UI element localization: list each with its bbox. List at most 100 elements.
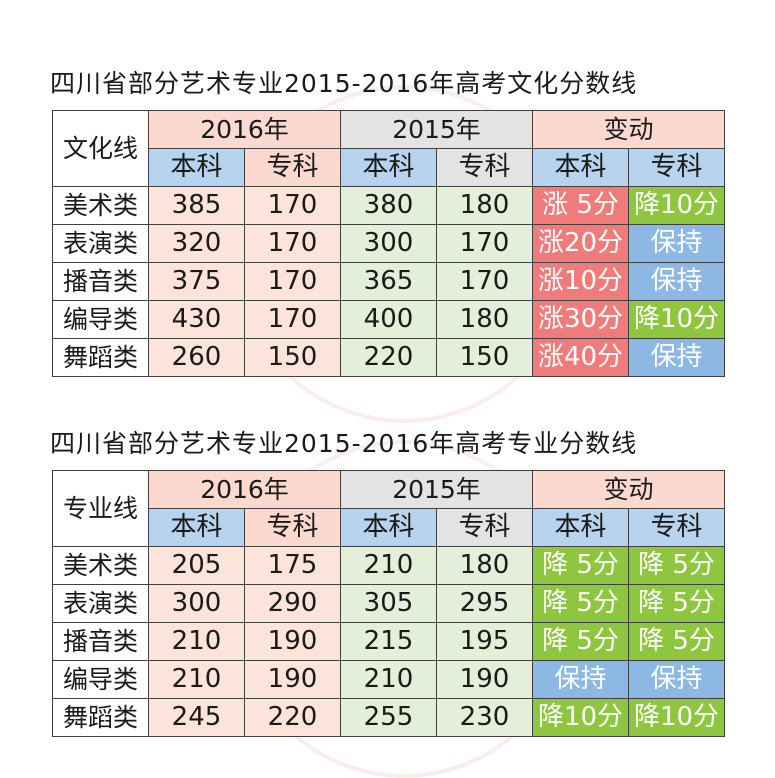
score-2016-junior: 220 [244, 698, 341, 737]
row-category-label: 美术类 [52, 546, 149, 585]
score-2016-bachelor: 245 [148, 698, 245, 737]
score-2016-junior: 150 [244, 338, 341, 377]
score-2015-junior: 180 [436, 546, 533, 585]
change-junior: 保持 [628, 338, 725, 377]
subheader: 专科 [628, 508, 725, 547]
change-junior: 保持 [628, 224, 725, 263]
score-2016-bachelor: 205 [148, 546, 245, 585]
score-2015-bachelor: 365 [340, 262, 437, 301]
score-2015-bachelor: 210 [340, 660, 437, 699]
score-2016-junior: 190 [244, 622, 341, 661]
table-title-major: 四川省部分艺术专业2015-2016年高考专业分数线 [50, 429, 638, 458]
subheader: 专科 [436, 148, 533, 187]
change-junior: 降10分 [628, 186, 725, 225]
group-header-change: 变动 [532, 110, 725, 149]
subheader: 本科 [532, 148, 629, 187]
culture-score-table: 文化线 2016年 2015年 变动 本科 专科 本科 专科 本科 专科 美术类 385 170 380 1… [52, 110, 725, 377]
row-category-label: 播音类 [52, 262, 149, 301]
score-2016-junior: 170 [244, 262, 341, 301]
table-row: 表演类 300 290 305 295 降 5分降 5分 [52, 584, 725, 623]
row-category-label: 舞蹈类 [52, 338, 149, 377]
score-2015-bachelor: 400 [340, 300, 437, 339]
subheader: 本科 [340, 508, 437, 547]
score-2016-bachelor: 260 [148, 338, 245, 377]
score-2016-bachelor: 210 [148, 622, 245, 661]
score-2015-junior: 295 [436, 584, 533, 623]
score-2016-junior: 170 [244, 300, 341, 339]
change-junior: 降 5分 [628, 546, 725, 585]
change-junior: 保持 [628, 262, 725, 301]
row-category-label: 编导类 [52, 300, 149, 339]
subheader: 专科 [628, 148, 725, 187]
score-2016-bachelor: 320 [148, 224, 245, 263]
score-2015-junior: 170 [436, 262, 533, 301]
score-2016-bachelor: 375 [148, 262, 245, 301]
change-junior: 降 5分 [628, 584, 725, 623]
score-2016-junior: 175 [244, 546, 341, 585]
row-category-label: 舞蹈类 [52, 698, 149, 737]
change-bachelor: 降10分 [532, 698, 629, 737]
table-row: 编导类 210 190 210 190 保持 保持 [52, 660, 725, 699]
score-2015-junior: 170 [436, 224, 533, 263]
score-2016-junior: 170 [244, 186, 341, 225]
group-header-2015: 2015年 [340, 470, 533, 509]
row-category-label: 表演类 [52, 584, 149, 623]
subheader: 专科 [244, 508, 341, 547]
change-bachelor: 降 5分 [532, 584, 629, 623]
change-junior: 降10分 [628, 698, 725, 737]
subheader: 本科 [148, 508, 245, 547]
score-2015-junior: 180 [436, 186, 533, 225]
table-row: 舞蹈类 245 220 255 230 降10分 降10分 [52, 698, 725, 737]
change-bachelor: 降 5分 [532, 622, 629, 661]
row-category-label: 播音类 [52, 622, 149, 661]
subheader: 专科 [244, 148, 341, 187]
change-bachelor: 保持 [532, 660, 629, 699]
subheader: 专科 [436, 508, 533, 547]
change-junior: 保持 [628, 660, 725, 699]
row-category-label: 美术类 [52, 186, 149, 225]
table-row: 美术类 205 175 210 180 降 5分降 5分 [52, 546, 725, 585]
table-title-culture: 四川省部分艺术专业2015-2016年高考文化分数线 [50, 69, 638, 98]
score-2015-junior: 180 [436, 300, 533, 339]
change-bachelor: 降 5分 [532, 546, 629, 585]
change-bachelor: 涨30分 [532, 300, 629, 339]
score-2016-bachelor: 300 [148, 584, 245, 623]
table-row: 播音类 210 190 215 195 降 5分降 5分 [52, 622, 725, 661]
score-2015-bachelor: 215 [340, 622, 437, 661]
score-2015-junior: 230 [436, 698, 533, 737]
score-2016-bachelor: 430 [148, 300, 245, 339]
group-header-2016: 2016年 [148, 110, 341, 149]
score-2015-junior: 150 [436, 338, 533, 377]
change-bachelor: 涨 5分 [532, 186, 629, 225]
table-row: 表演类 320 170 300 170 涨20分 保持 [52, 224, 725, 263]
table-row: 美术类 385 170 380 180 涨 5分 降10分 [52, 186, 725, 225]
table-row: 播音类 375 170 365 170 涨10分 保持 [52, 262, 725, 301]
score-2015-bachelor: 210 [340, 546, 437, 585]
change-junior: 降 5分 [628, 622, 725, 661]
change-junior: 降10分 [628, 300, 725, 339]
corner-header: 专业线 [52, 470, 149, 547]
score-2015-bachelor: 220 [340, 338, 437, 377]
change-bachelor: 涨20分 [532, 224, 629, 263]
group-header-change: 变动 [532, 470, 725, 509]
row-category-label: 表演类 [52, 224, 149, 263]
major-score-table: 专业线 2016年 2015年 变动 本科 专科 本科 专科 本科 专科 美术类 205 175 210 1… [52, 470, 725, 737]
table-row: 编导类 430 170 400 180 涨30分 降10分 [52, 300, 725, 339]
change-bachelor: 涨40分 [532, 338, 629, 377]
subheader: 本科 [532, 508, 629, 547]
score-2016-junior: 190 [244, 660, 341, 699]
corner-header: 文化线 [52, 110, 149, 187]
score-2016-junior: 290 [244, 584, 341, 623]
score-2016-bachelor: 210 [148, 660, 245, 699]
score-2015-bachelor: 380 [340, 186, 437, 225]
score-2015-junior: 190 [436, 660, 533, 699]
subheader: 本科 [148, 148, 245, 187]
change-bachelor: 涨10分 [532, 262, 629, 301]
subheader: 本科 [340, 148, 437, 187]
score-2015-bachelor: 300 [340, 224, 437, 263]
score-2015-bachelor: 255 [340, 698, 437, 737]
score-2015-junior: 195 [436, 622, 533, 661]
score-2015-bachelor: 305 [340, 584, 437, 623]
score-2016-junior: 170 [244, 224, 341, 263]
row-category-label: 编导类 [52, 660, 149, 699]
